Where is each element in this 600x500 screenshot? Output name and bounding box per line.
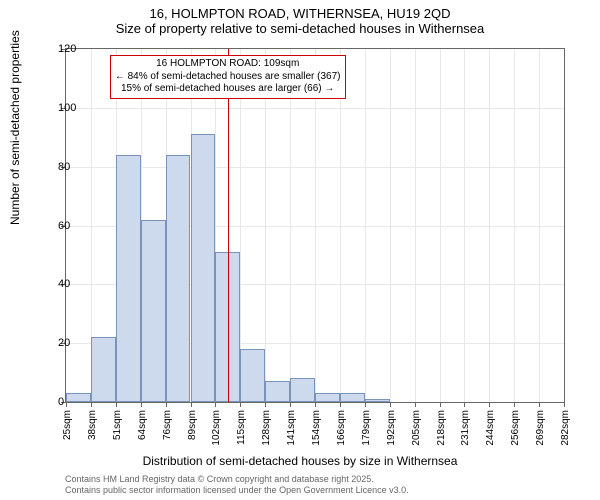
histogram-bar — [141, 220, 166, 402]
xtick-mark — [116, 402, 117, 407]
xtick-mark — [91, 402, 92, 407]
chart-container: 16, HOLMPTON ROAD, WITHERNSEA, HU19 2QD … — [0, 0, 600, 500]
xtick-mark — [66, 402, 67, 407]
histogram-bar — [315, 393, 340, 402]
histogram-bar — [240, 349, 265, 402]
histogram-bar — [66, 393, 91, 402]
xtick-mark — [191, 402, 192, 407]
annotation-line2: ← 84% of semi-detached houses are smalle… — [115, 71, 341, 84]
xtick-label: 205sqm — [411, 410, 422, 446]
xtick-label: 244sqm — [485, 410, 496, 446]
xtick-mark — [141, 402, 142, 407]
xtick-label: 218sqm — [436, 410, 447, 446]
annotation-line1: 16 HOLMPTON ROAD: 109sqm — [115, 58, 341, 71]
gridline-v — [514, 49, 515, 402]
xtick-mark — [215, 402, 216, 407]
reference-line — [228, 49, 230, 402]
xtick-label: 166sqm — [336, 410, 347, 446]
xtick-label: 282sqm — [560, 410, 571, 446]
histogram-bar — [116, 155, 141, 402]
histogram-bar — [191, 134, 216, 402]
xtick-mark — [240, 402, 241, 407]
xtick-label: 102sqm — [211, 410, 222, 446]
xtick-label: 115sqm — [236, 410, 247, 445]
xtick-mark — [489, 402, 490, 407]
xtick-label: 76sqm — [162, 410, 173, 440]
xtick-mark — [390, 402, 391, 407]
xtick-mark — [440, 402, 441, 407]
xtick-mark — [365, 402, 366, 407]
xtick-mark — [514, 402, 515, 407]
xtick-mark — [340, 402, 341, 407]
histogram-bar — [91, 337, 116, 402]
attribution-line2: Contains public sector information licen… — [65, 485, 409, 496]
xtick-label: 154sqm — [311, 410, 322, 446]
histogram-bar — [290, 378, 315, 402]
y-axis-label: Number of semi-detached properties — [8, 30, 22, 225]
xtick-mark — [564, 402, 565, 407]
histogram-bar — [340, 393, 365, 402]
xtick-label: 256sqm — [510, 410, 521, 446]
attribution: Contains HM Land Registry data © Crown c… — [65, 474, 409, 496]
x-axis-label: Distribution of semi-detached houses by … — [0, 454, 600, 468]
xtick-mark — [315, 402, 316, 407]
xtick-label: 141sqm — [286, 410, 297, 446]
title-main: 16, HOLMPTON ROAD, WITHERNSEA, HU19 2QD — [0, 6, 600, 21]
xtick-label: 269sqm — [535, 410, 546, 446]
gridline-v — [265, 49, 266, 402]
annotation-line3: 15% of semi-detached houses are larger (… — [115, 83, 341, 96]
histogram-bar — [166, 155, 191, 402]
xtick-label: 231sqm — [460, 410, 471, 446]
gridline-v — [365, 49, 366, 402]
gridline-v — [464, 49, 465, 402]
xtick-label: 25sqm — [62, 410, 73, 440]
xtick-mark — [166, 402, 167, 407]
annotation-box: 16 HOLMPTON ROAD: 109sqm← 84% of semi-de… — [110, 55, 346, 99]
xtick-mark — [290, 402, 291, 407]
title-sub: Size of property relative to semi-detach… — [0, 21, 600, 36]
xtick-label: 179sqm — [361, 410, 372, 446]
gridline-v — [315, 49, 316, 402]
gridline-v — [340, 49, 341, 402]
gridline-v — [489, 49, 490, 402]
gridline-v — [390, 49, 391, 402]
xtick-mark — [464, 402, 465, 407]
xtick-mark — [539, 402, 540, 407]
xtick-label: 38sqm — [87, 410, 98, 440]
xtick-label: 51sqm — [112, 410, 123, 440]
attribution-line1: Contains HM Land Registry data © Crown c… — [65, 474, 409, 485]
xtick-label: 89sqm — [187, 410, 198, 440]
title-block: 16, HOLMPTON ROAD, WITHERNSEA, HU19 2QD … — [0, 0, 600, 36]
gridline-v — [539, 49, 540, 402]
histogram-bar — [265, 381, 290, 402]
gridline-v — [440, 49, 441, 402]
xtick-label: 128sqm — [261, 410, 272, 446]
xtick-label: 192sqm — [386, 410, 397, 446]
xtick-mark — [265, 402, 266, 407]
xtick-mark — [415, 402, 416, 407]
gridline-v — [415, 49, 416, 402]
gridline-v — [290, 49, 291, 402]
xtick-label: 64sqm — [137, 410, 148, 440]
histogram-bar — [365, 399, 390, 402]
plot-area: 02040608010012025sqm38sqm51sqm64sqm76sqm… — [65, 48, 565, 403]
